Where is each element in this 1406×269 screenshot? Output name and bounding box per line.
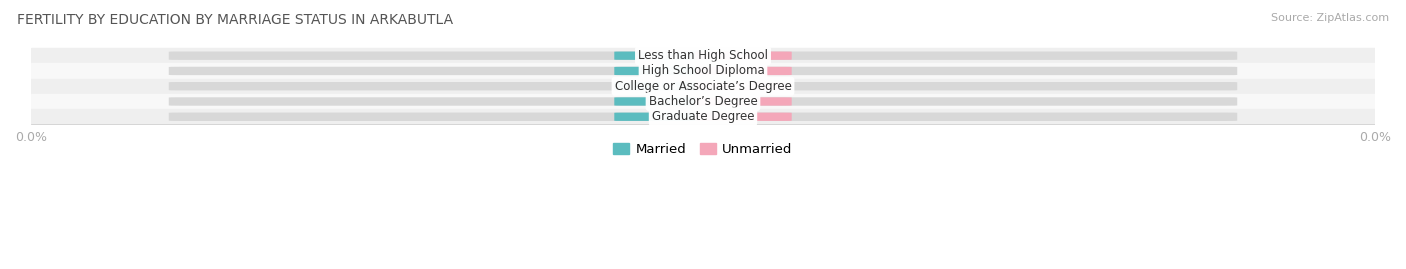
Text: 0.0%: 0.0%: [648, 66, 678, 76]
FancyBboxPatch shape: [695, 52, 792, 60]
FancyBboxPatch shape: [169, 82, 713, 90]
FancyBboxPatch shape: [614, 97, 711, 106]
Text: 0.0%: 0.0%: [648, 112, 678, 122]
FancyBboxPatch shape: [693, 97, 1237, 106]
Text: College or Associate’s Degree: College or Associate’s Degree: [614, 80, 792, 93]
Bar: [31, 94, 1375, 109]
Bar: [31, 109, 1375, 124]
FancyBboxPatch shape: [614, 113, 711, 121]
Text: 0.0%: 0.0%: [728, 97, 758, 107]
FancyBboxPatch shape: [614, 67, 711, 75]
FancyBboxPatch shape: [693, 112, 1237, 121]
Text: Less than High School: Less than High School: [638, 49, 768, 62]
Bar: [31, 48, 1375, 63]
Text: Bachelor’s Degree: Bachelor’s Degree: [648, 95, 758, 108]
Text: 0.0%: 0.0%: [648, 97, 678, 107]
Text: High School Diploma: High School Diploma: [641, 65, 765, 77]
FancyBboxPatch shape: [693, 51, 1237, 60]
Text: 0.0%: 0.0%: [648, 51, 678, 61]
Bar: [31, 79, 1375, 94]
FancyBboxPatch shape: [693, 67, 1237, 75]
FancyBboxPatch shape: [169, 112, 713, 121]
FancyBboxPatch shape: [695, 97, 792, 106]
FancyBboxPatch shape: [169, 67, 713, 75]
Legend: Married, Unmarried: Married, Unmarried: [609, 137, 797, 161]
FancyBboxPatch shape: [614, 52, 711, 60]
Text: 0.0%: 0.0%: [648, 81, 678, 91]
FancyBboxPatch shape: [695, 113, 792, 121]
Bar: [31, 63, 1375, 79]
Text: 0.0%: 0.0%: [728, 81, 758, 91]
FancyBboxPatch shape: [169, 51, 713, 60]
Text: Source: ZipAtlas.com: Source: ZipAtlas.com: [1271, 13, 1389, 23]
Text: 0.0%: 0.0%: [728, 112, 758, 122]
FancyBboxPatch shape: [695, 67, 792, 75]
FancyBboxPatch shape: [614, 82, 711, 90]
FancyBboxPatch shape: [693, 82, 1237, 90]
Text: Graduate Degree: Graduate Degree: [652, 110, 754, 123]
Text: 0.0%: 0.0%: [728, 66, 758, 76]
Text: FERTILITY BY EDUCATION BY MARRIAGE STATUS IN ARKABUTLA: FERTILITY BY EDUCATION BY MARRIAGE STATU…: [17, 13, 453, 27]
Text: 0.0%: 0.0%: [728, 51, 758, 61]
FancyBboxPatch shape: [169, 97, 713, 106]
FancyBboxPatch shape: [695, 82, 792, 90]
